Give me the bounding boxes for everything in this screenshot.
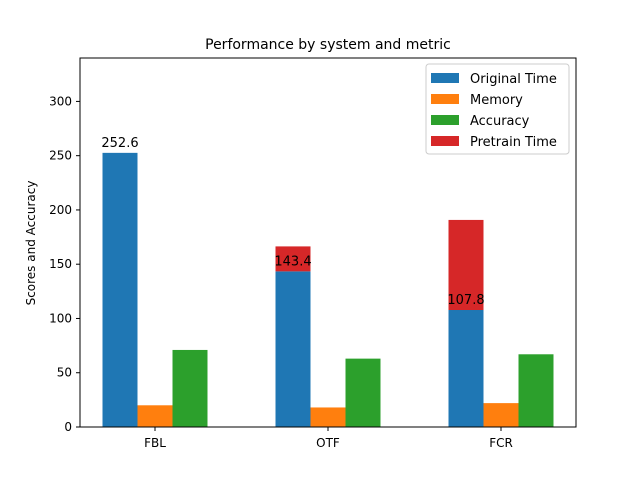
legend-box — [425, 63, 570, 155]
y-tick-label: 300 — [49, 94, 72, 108]
bar-accuracy-fbl — [172, 349, 208, 427]
y-tick-label: 0 — [64, 420, 72, 434]
y-tick-label: 50 — [57, 366, 72, 380]
legend-swatch-original-time — [431, 73, 459, 83]
data-label-fbl: 252.6 — [101, 136, 138, 151]
legend-label-memory: Memory — [470, 93, 523, 108]
x-tick-label-fbl: FBL — [144, 436, 166, 450]
chart-title: Performance by system and metric — [205, 37, 451, 53]
bars — [102, 152, 554, 427]
y-tick-label: 200 — [49, 203, 72, 217]
legend-label-pretrain-time: Pretrain Time — [470, 135, 557, 150]
legend-swatch-memory — [431, 94, 459, 104]
x-tick-label-fcr: FCR — [489, 436, 513, 450]
y-tick-label: 250 — [49, 149, 72, 163]
bar-original-time-fbl — [102, 152, 138, 427]
y-tick-label: 100 — [49, 311, 72, 325]
bar-memory-fcr — [483, 403, 519, 427]
bar-original-time-otf — [275, 271, 311, 427]
legend-label-original-time: Original Time — [470, 72, 557, 87]
y-tick-label: 150 — [49, 257, 72, 271]
legend-label-accuracy: Accuracy — [470, 114, 530, 129]
legend-swatch-accuracy — [431, 115, 459, 125]
bar-memory-fbl — [137, 405, 173, 427]
legend-swatch-pretrain-time — [431, 136, 459, 146]
y-axis: 0 50 100 150 200 250 300 — [49, 94, 80, 434]
bar-pretrain-time-otf — [275, 246, 311, 272]
bar-pretrain-time-fcr — [448, 219, 484, 311]
bar-original-time-fcr — [448, 310, 484, 427]
y-axis-label: Scores and Accuracy — [24, 181, 38, 306]
data-label-otf: 143.4 — [274, 254, 311, 269]
bar-accuracy-otf — [345, 358, 381, 427]
legend: Original Time Memory Accuracy Pretrain Time — [425, 63, 570, 155]
data-labels: 252.6 143.4 107.8 — [101, 136, 484, 308]
x-tick-label-otf: OTF — [316, 436, 340, 450]
x-axis: FBL OTF FCR — [144, 427, 513, 450]
bar-memory-otf — [310, 407, 346, 427]
data-label-fcr: 107.8 — [447, 293, 484, 308]
plot-frame — [79, 57, 577, 428]
bar-accuracy-fcr — [518, 354, 554, 427]
